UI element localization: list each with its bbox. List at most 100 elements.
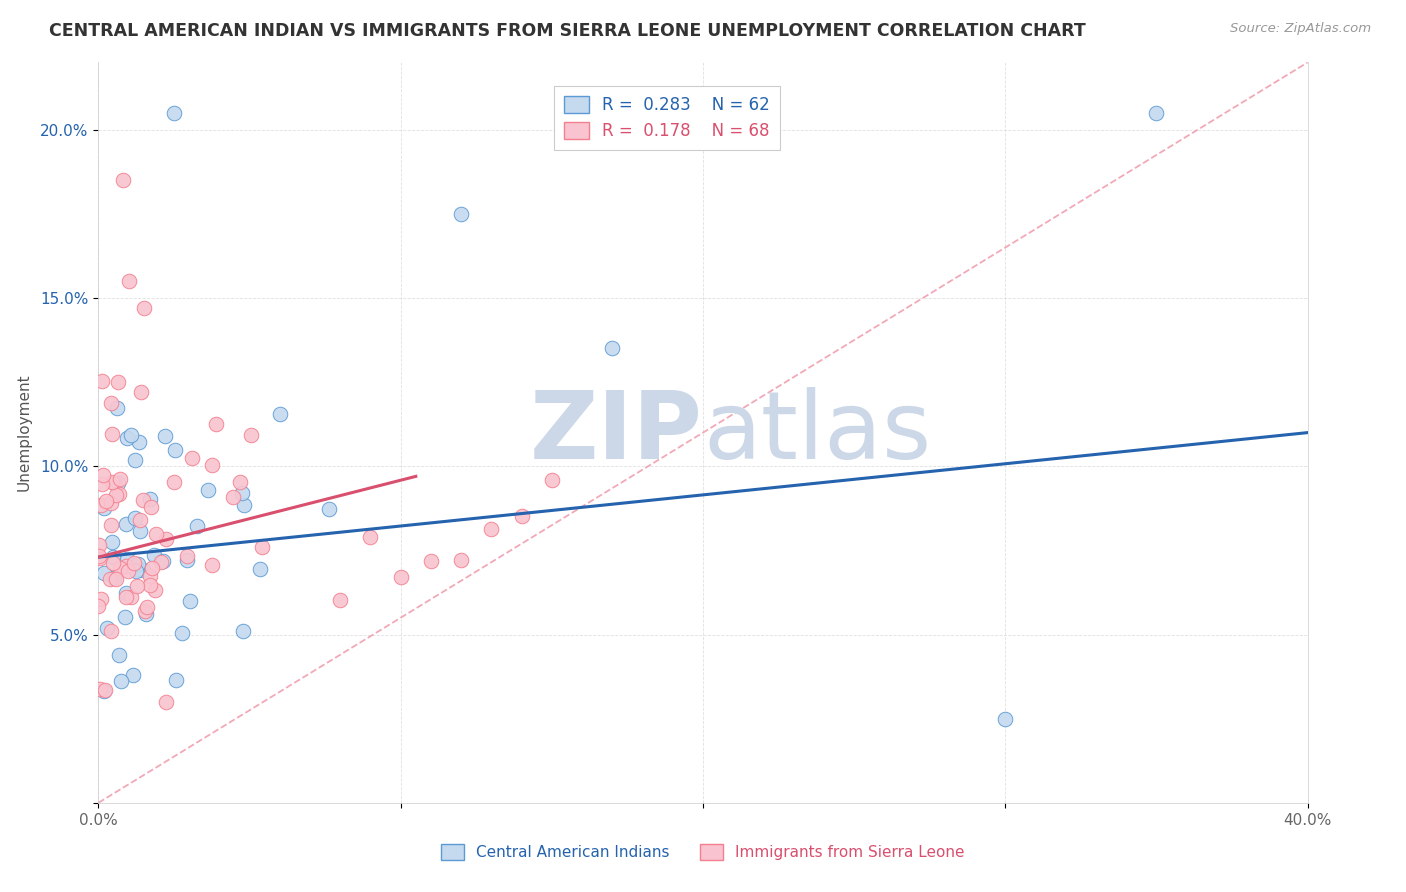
Point	[100, 496, 122, 510]
Point	[155, 532, 177, 546]
Text: CENTRAL AMERICAN INDIAN VS IMMIGRANTS FROM SIERRA LEONE UNEMPLOYMENT CORRELATION: CENTRAL AMERICAN INDIAN VS IMMIGRANTS FR…	[49, 22, 1085, 40]
Point	[249, 562, 271, 576]
Point	[124, 453, 146, 467]
Point	[132, 301, 155, 315]
Point	[228, 475, 250, 490]
Point	[89, 682, 111, 697]
Point	[125, 579, 148, 593]
Point	[87, 538, 110, 552]
Point	[110, 673, 132, 688]
Point	[135, 599, 157, 614]
Point	[129, 512, 152, 526]
Point	[143, 582, 166, 597]
Point	[329, 593, 352, 607]
Point	[179, 594, 201, 608]
Point	[1144, 106, 1167, 120]
Point	[540, 473, 562, 487]
Point	[232, 498, 254, 512]
Text: ZIP: ZIP	[530, 386, 703, 479]
Point	[120, 590, 142, 604]
Point	[389, 570, 412, 584]
Point	[108, 472, 131, 486]
Point	[205, 417, 228, 432]
Point	[90, 477, 112, 491]
Point	[117, 551, 139, 566]
Point	[132, 563, 155, 577]
Point	[481, 522, 503, 536]
Point	[510, 508, 533, 523]
Point	[117, 564, 139, 578]
Point	[135, 607, 157, 621]
Point	[105, 401, 128, 415]
Point	[101, 549, 124, 564]
Point	[114, 610, 136, 624]
Point	[163, 475, 186, 490]
Point	[139, 500, 162, 515]
Point	[139, 491, 162, 506]
Point	[181, 451, 204, 466]
Point	[115, 585, 138, 599]
Point	[101, 427, 124, 442]
Point	[115, 431, 138, 445]
Point	[240, 428, 263, 442]
Point	[127, 557, 149, 571]
Point	[93, 501, 115, 516]
Point	[165, 673, 187, 687]
Point	[100, 517, 122, 532]
Point	[100, 396, 122, 410]
Point	[163, 106, 186, 120]
Point	[269, 408, 291, 422]
Point	[450, 207, 472, 221]
Point	[186, 519, 208, 533]
Point	[139, 568, 162, 582]
Point	[231, 486, 253, 500]
Point	[165, 443, 187, 458]
Point	[129, 385, 152, 400]
Point	[994, 712, 1017, 726]
Point	[104, 572, 127, 586]
Legend: Central American Indians, Immigrants from Sierra Leone: Central American Indians, Immigrants fro…	[432, 835, 974, 869]
Point	[100, 624, 122, 638]
Point	[450, 552, 472, 566]
Point	[120, 428, 142, 442]
Point	[134, 604, 156, 618]
Point	[111, 173, 134, 187]
Point	[124, 564, 146, 578]
Point	[124, 510, 146, 524]
Point	[107, 476, 129, 491]
Point	[91, 374, 114, 388]
Point	[149, 556, 172, 570]
Point	[141, 560, 163, 574]
Point	[103, 476, 125, 491]
Point	[100, 475, 122, 490]
Point	[129, 524, 152, 538]
Point	[87, 549, 110, 564]
Point	[115, 590, 138, 604]
Point	[96, 621, 118, 635]
Point	[107, 375, 129, 389]
Point	[101, 534, 124, 549]
Point	[139, 578, 162, 592]
Point	[420, 554, 443, 568]
Y-axis label: Unemployment: Unemployment	[17, 374, 32, 491]
Point	[197, 483, 219, 497]
Point	[232, 624, 254, 638]
Point	[152, 554, 174, 568]
Point	[87, 599, 110, 614]
Point	[132, 493, 155, 508]
Point	[222, 491, 245, 505]
Point	[155, 695, 177, 709]
Point	[94, 493, 117, 508]
Point	[155, 429, 177, 443]
Point	[145, 527, 167, 541]
Point	[118, 274, 141, 288]
Point	[91, 468, 114, 483]
Point	[108, 648, 131, 663]
Point	[250, 540, 273, 554]
Point	[201, 558, 224, 572]
Point	[93, 684, 115, 698]
Point	[176, 553, 198, 567]
Point	[107, 487, 129, 501]
Point	[105, 488, 128, 502]
Point	[108, 560, 131, 574]
